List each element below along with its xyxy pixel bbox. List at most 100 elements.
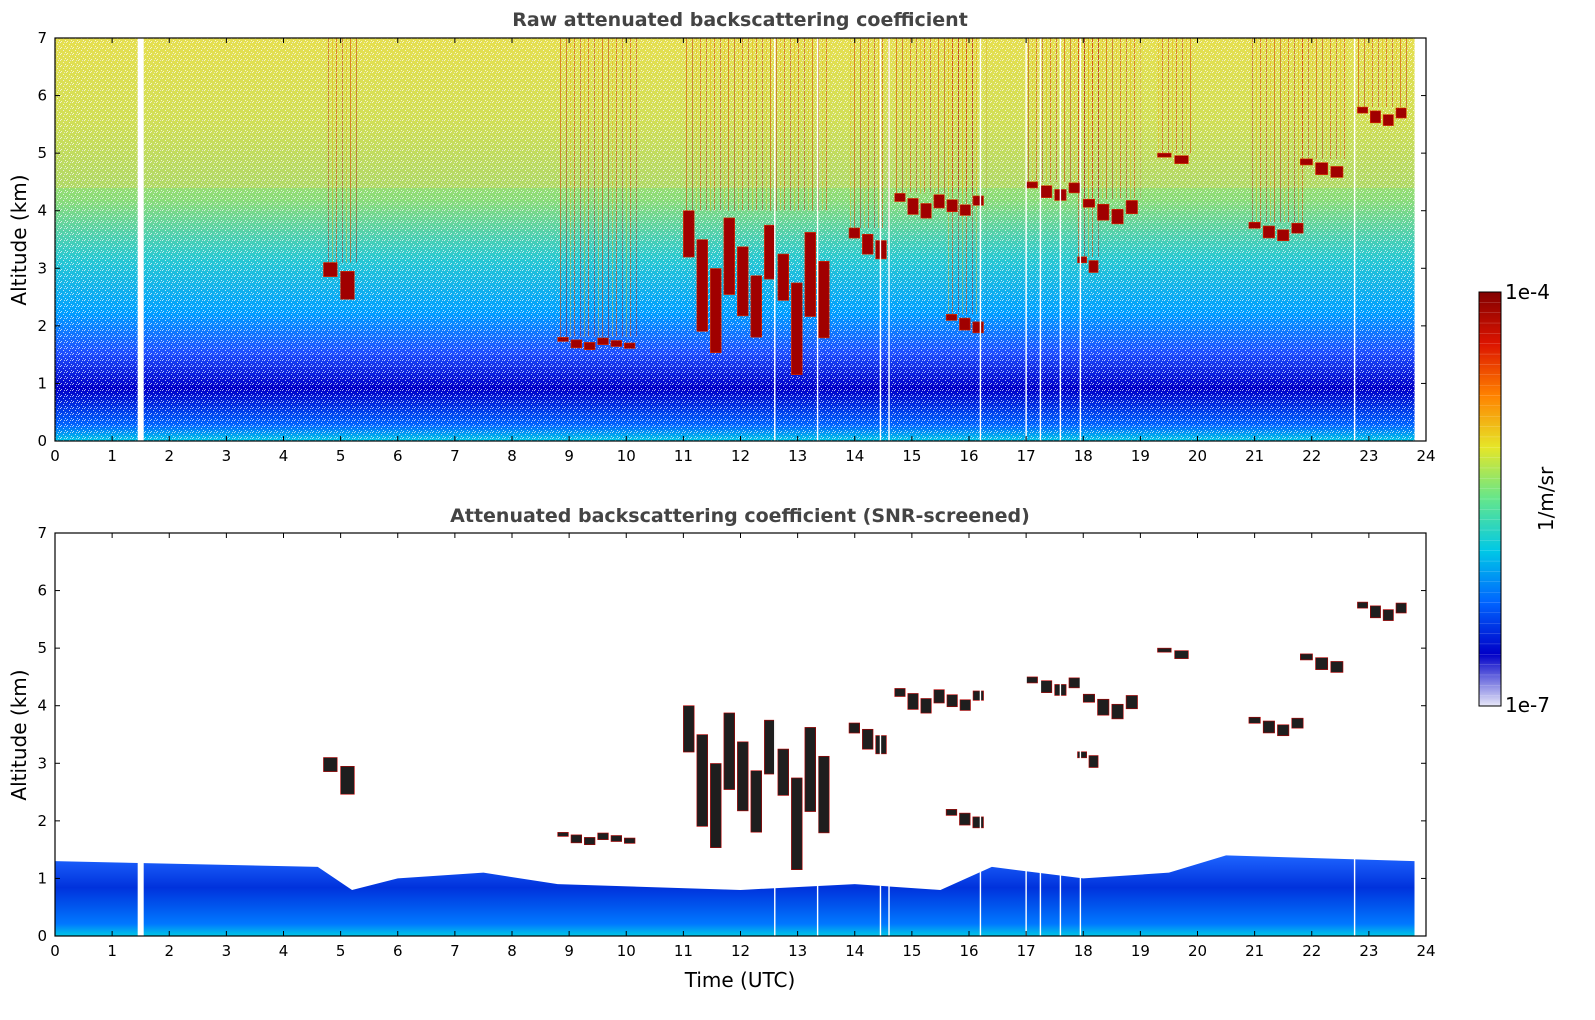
data-gap bbox=[137, 38, 144, 441]
data-gap bbox=[1353, 533, 1356, 936]
x-tick-label: 3 bbox=[222, 447, 232, 465]
cloud-cell bbox=[1300, 653, 1313, 661]
cloud-cell bbox=[1395, 602, 1407, 614]
cloud-cell bbox=[557, 337, 569, 342]
x-tick-label: 1 bbox=[107, 942, 117, 960]
cloud-cell bbox=[1068, 182, 1081, 194]
data-gap bbox=[1353, 38, 1356, 441]
cloud-cell bbox=[818, 755, 830, 834]
cloud-cell bbox=[945, 809, 958, 816]
data-gap bbox=[1059, 533, 1062, 936]
cloud-cell bbox=[959, 699, 971, 711]
cloud-cell bbox=[1025, 676, 1038, 684]
data-gap bbox=[879, 38, 882, 441]
y-tick-label: 5 bbox=[37, 639, 47, 657]
cloud-cell bbox=[1277, 229, 1290, 242]
cloud-cell bbox=[1125, 695, 1138, 710]
data-gap bbox=[888, 533, 890, 936]
y-tick-label: 6 bbox=[37, 87, 47, 105]
colorbar-frame bbox=[1478, 291, 1502, 707]
boundary-layer-signal bbox=[55, 855, 1415, 936]
data-gap bbox=[137, 533, 144, 936]
cloud-cell bbox=[945, 314, 958, 321]
cloud-cell bbox=[750, 275, 762, 338]
x-tick-label: 14 bbox=[845, 942, 864, 960]
top-y-axis-label: Altitude (km) bbox=[7, 174, 31, 305]
cloud-cell bbox=[683, 210, 695, 258]
cloud-cell bbox=[972, 195, 984, 206]
x-tick-label: 3 bbox=[222, 942, 232, 960]
cloud-cell bbox=[920, 203, 932, 219]
data-gap bbox=[888, 38, 890, 441]
cloud-cell bbox=[791, 282, 803, 375]
x-tick-label: 14 bbox=[845, 447, 864, 465]
data-gaps-screened bbox=[137, 533, 1426, 936]
cloud-cell bbox=[597, 337, 609, 345]
cloud-cell bbox=[862, 728, 874, 750]
cloud-cell bbox=[1111, 703, 1124, 720]
cloud-cell bbox=[723, 712, 735, 790]
cloud-cell bbox=[1097, 203, 1110, 221]
x-tick-label: 6 bbox=[393, 942, 403, 960]
x-tick-label: 5 bbox=[336, 447, 346, 465]
cloud-cell bbox=[764, 224, 776, 280]
x-tick-label: 12 bbox=[731, 447, 750, 465]
cloud-cell bbox=[750, 770, 762, 833]
cloud-cell bbox=[1357, 601, 1369, 609]
cloud-cell bbox=[323, 262, 338, 277]
x-tick-label: 18 bbox=[1074, 447, 1093, 465]
cloud-cell bbox=[1077, 256, 1087, 264]
x-tick-label: 9 bbox=[564, 447, 574, 465]
data-gap bbox=[816, 533, 819, 936]
cloud-cell bbox=[723, 217, 735, 295]
cloud-cell bbox=[1082, 693, 1095, 703]
cloud-cell bbox=[907, 198, 919, 215]
x-tick-label: 0 bbox=[50, 942, 60, 960]
cloud-cell bbox=[959, 812, 971, 826]
data-gap bbox=[979, 38, 982, 441]
x-tick-label: 1 bbox=[107, 447, 117, 465]
data-gap bbox=[1079, 533, 1082, 936]
x-tick-label: 4 bbox=[279, 942, 289, 960]
data-gap bbox=[1039, 533, 1042, 936]
top-plot-area bbox=[55, 38, 1426, 441]
x-tick-label: 7 bbox=[450, 447, 460, 465]
x-tick-label: 12 bbox=[731, 942, 750, 960]
cloud-layers-screened bbox=[323, 601, 1407, 870]
data-gap bbox=[774, 533, 776, 936]
y-tick-label: 6 bbox=[37, 582, 47, 600]
cloud-cell bbox=[1315, 162, 1329, 175]
data-gap bbox=[1059, 38, 1062, 441]
cloud-cell bbox=[1125, 200, 1138, 215]
no-data-region bbox=[1414, 533, 1426, 936]
cloud-cell bbox=[1395, 107, 1407, 119]
cloud-cell bbox=[972, 321, 984, 334]
cloud-cell bbox=[1291, 717, 1304, 729]
top-y-axis: 0 1 2 3 4 5 6 7 bbox=[37, 29, 1426, 450]
cloud-cell bbox=[710, 763, 722, 848]
colorbar-steps bbox=[1479, 302, 1501, 696]
colorbar-unit-label: 1/m/sr bbox=[1534, 466, 1558, 531]
cloud-cell bbox=[323, 757, 338, 772]
cloud-cell bbox=[1040, 680, 1053, 693]
cloud-cell bbox=[1111, 208, 1124, 225]
cloud-cell bbox=[764, 719, 776, 775]
cloud-cell bbox=[1262, 225, 1275, 239]
x-tick-label: 24 bbox=[1416, 447, 1435, 465]
cloud-cell bbox=[907, 693, 919, 710]
x-tick-label: 2 bbox=[164, 942, 174, 960]
data-gaps bbox=[137, 38, 1426, 441]
x-tick-label: 21 bbox=[1245, 447, 1264, 465]
cloud-cell bbox=[696, 734, 708, 827]
x-tick-label: 23 bbox=[1359, 942, 1378, 960]
cloud-cell bbox=[1370, 110, 1381, 124]
cloud-cell bbox=[696, 239, 708, 332]
bottom-title: Attenuated backscattering coefficient (S… bbox=[450, 505, 1030, 527]
cloud-cell bbox=[1082, 198, 1095, 208]
cloud-cell bbox=[1157, 152, 1172, 158]
cloud-cell bbox=[959, 204, 971, 216]
cloud-cell bbox=[818, 260, 830, 339]
cloud-cell bbox=[1315, 657, 1329, 670]
cloud-cell bbox=[777, 748, 789, 796]
cloud-cell bbox=[1248, 716, 1261, 724]
